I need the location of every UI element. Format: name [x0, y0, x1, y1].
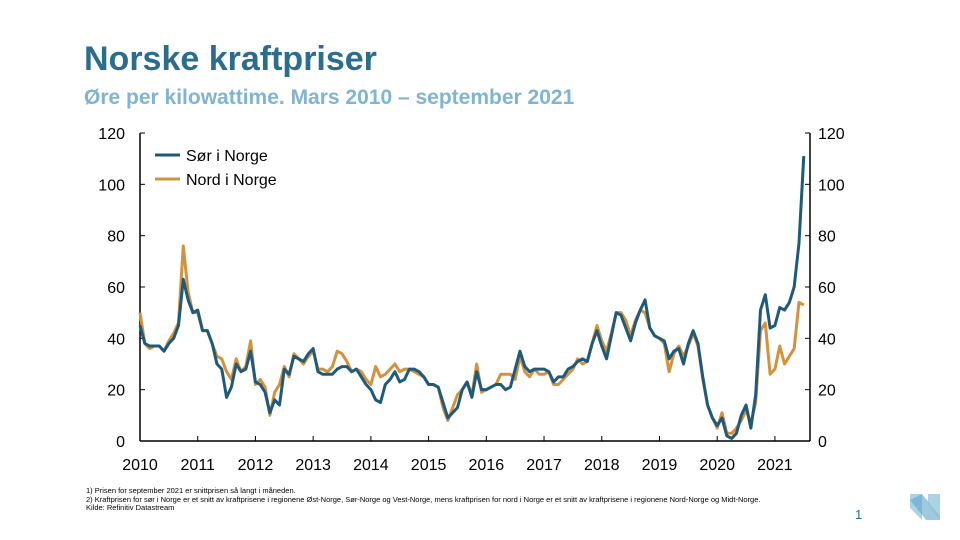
x-tick-label: 2010: [122, 457, 158, 474]
y-tick-label-right: 20: [818, 383, 836, 400]
y-tick-label-right: 60: [818, 280, 836, 297]
x-tick-label: 2016: [469, 457, 505, 474]
y-tick-label-right: 40: [818, 331, 836, 348]
source-note: Kilde: Refinitiv Datastream: [86, 503, 175, 512]
x-tick-label: 2019: [642, 457, 678, 474]
y-tick-label-right: 100: [818, 177, 845, 194]
y-tick-label-right: 80: [818, 229, 836, 246]
x-tick-label: 2020: [699, 457, 735, 474]
y-tick-label-left: 40: [107, 331, 125, 348]
y-tick-label-right: 120: [818, 126, 845, 143]
y-tick-label-right: 0: [818, 434, 827, 451]
x-tick-label: 2012: [238, 457, 274, 474]
x-tick-label: 2011: [181, 457, 216, 474]
chart-subtitle: Øre per kilowattime. Mars 2010 – septemb…: [84, 86, 575, 109]
x-tick-label: 2017: [526, 457, 562, 474]
footnotes: 1) Prisen for september 2021 er snittpri…: [86, 486, 826, 513]
y-tick-label-left: 0: [116, 434, 125, 451]
y-tick-label-left: 120: [98, 126, 125, 143]
x-tick-label: 2014: [353, 457, 389, 474]
series-line-sor-i-norge: [138, 156, 806, 440]
y-tick-label-left: 60: [107, 280, 125, 297]
x-tick-label: 2018: [584, 457, 620, 474]
x-tick-label: 2015: [411, 457, 447, 474]
x-tick-label: 2021: [757, 457, 793, 474]
legend-label: Sør i Norge: [186, 148, 268, 165]
legend-label: Nord i Norge: [186, 172, 277, 189]
page-number: 1: [855, 507, 863, 522]
y-tick-label-left: 100: [98, 177, 125, 194]
footnote-2: 2) Kraftprisen for sør i Norge er et sni…: [86, 494, 761, 504]
y-tick-label-left: 80: [107, 229, 125, 246]
chart-title: Norske kraftpriser: [84, 40, 377, 78]
footnote-1: 1) Prisen for september 2021 er snittpri…: [86, 486, 296, 495]
series-line-nord-i-norge: [138, 244, 805, 435]
y-tick-label-left: 20: [107, 383, 125, 400]
x-tick-label: 2013: [295, 457, 331, 474]
